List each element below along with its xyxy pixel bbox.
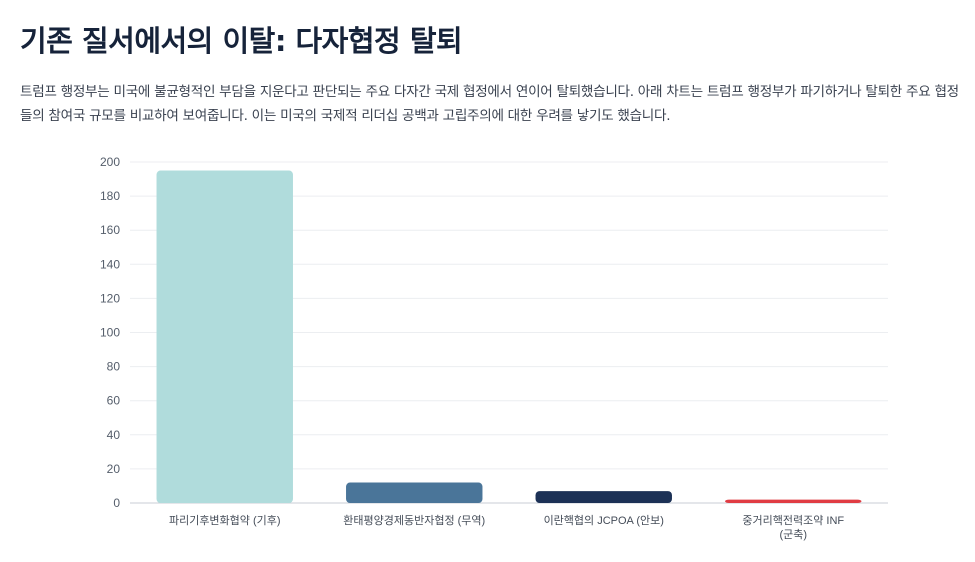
bar <box>535 491 672 503</box>
page-description: 트럼프 행정부는 미국에 불균형적인 부담을 지운다고 판단되는 주요 다자간 … <box>20 84 959 124</box>
y-tick-label: 120 <box>100 291 120 305</box>
x-tick-label: 파리기후변화협약 (기후) <box>169 513 281 527</box>
x-tick-label: 환태평양경제동반자협정 (무역) <box>343 514 485 527</box>
y-tick-label: 40 <box>107 428 121 442</box>
y-tick-label: 20 <box>107 462 121 476</box>
chart-svg: 0 20 40 60 80 100 120 140 160 180 200 파리기후변화협약 (기후… <box>100 155 888 541</box>
bar <box>346 482 483 503</box>
page-title: 기존 질서에서의 이탈: 다자협정 탈퇴 <box>20 24 463 58</box>
chart-bars <box>156 170 862 503</box>
y-tick-label: 180 <box>100 189 120 203</box>
bar <box>156 170 293 503</box>
y-tick-label: 100 <box>100 326 120 340</box>
y-tick-label: 160 <box>100 223 120 237</box>
y-tick-label: 60 <box>107 394 121 408</box>
x-axis-ticks: 파리기후변화협약 (기후) 환태평양경제동반자협정 (무역) 이란핵협의 JCPOA… <box>169 513 844 541</box>
y-tick-label: 140 <box>100 257 120 271</box>
y-tick-label: 200 <box>100 155 120 169</box>
x-tick-label: 이란핵협의 JCPOA (안보) <box>544 514 664 527</box>
y-axis-ticks: 0 20 40 60 80 100 120 140 160 180 200 <box>100 155 120 510</box>
x-tick-label: (군축) <box>779 528 807 541</box>
x-tick-label: 중거리핵전력조약 INF <box>742 513 844 527</box>
bar <box>725 499 862 503</box>
y-tick-label: 0 <box>113 496 120 510</box>
bar-chart: 0 20 40 60 80 100 120 140 160 180 200 파리기후변화협약 (기후… <box>0 145 975 562</box>
y-tick-label: 80 <box>107 360 121 374</box>
